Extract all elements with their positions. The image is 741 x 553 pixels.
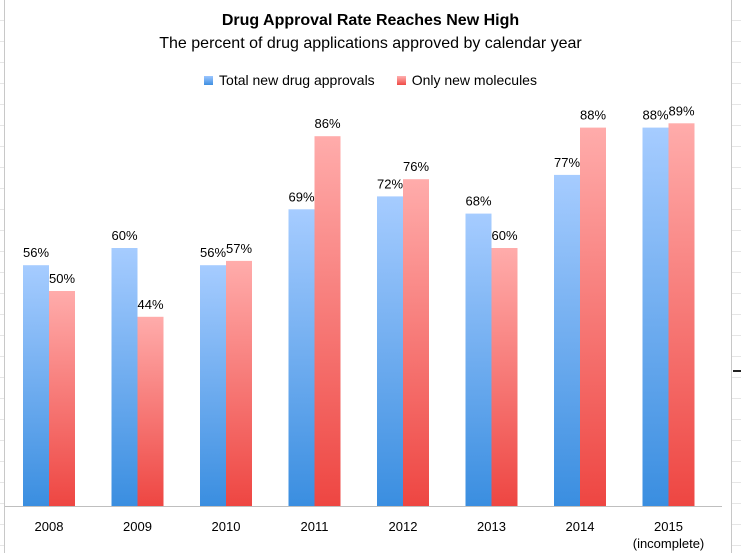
data-label-molecules-2015: 89% [668,103,694,118]
legend-item-total: Total new drug approvals [204,72,375,88]
data-label-total-2012: 72% [377,176,403,191]
data-label-total-2015: 88% [642,108,668,123]
bar-molecules-2009 [137,316,164,506]
x-tick-label-2014: 2014 [566,519,595,534]
data-label-molecules-2009: 44% [137,297,163,312]
bar-total-2009 [111,248,138,506]
legend-label-total: Total new drug approvals [219,72,375,88]
data-label-total-2014: 77% [554,155,580,170]
data-label-molecules-2010: 57% [226,241,252,256]
chart-title: Drug Approval Rate Reaches New High [221,12,520,29]
bar-total-2010 [200,265,226,506]
data-label-molecules-2013: 60% [491,228,517,243]
bar-molecules-2010 [226,260,252,506]
legend-swatch-total [204,75,214,85]
bar-molecules-2014 [580,127,606,506]
data-label-total-2011: 69% [288,189,314,204]
x-tick-label-2012: 2012 [389,519,418,534]
x-tick-sublabel-2015: (incomplete) [633,536,705,551]
data-label-total-2013: 68% [465,194,491,209]
x-tick-label-2010: 2010 [212,519,241,534]
legend-swatch-molecules [396,75,406,85]
data-label-molecules-2012: 76% [403,159,429,174]
bar-total-2013 [465,213,492,506]
data-label-total-2009: 60% [111,228,137,243]
sheet-edge-mark [733,370,741,372]
bar-total-2014 [554,174,580,506]
bar-molecules-2015 [668,123,695,507]
data-label-total-2008: 56% [23,245,49,260]
chart-subtitle: The percent of drug applications approve… [159,35,582,52]
bar-total-2011 [288,209,315,507]
x-tick-label-2015: 2015 [654,519,683,534]
bar-molecules-2013 [491,248,518,506]
chart-legend: Total new drug approvals Only new molecu… [0,72,741,88]
legend-label-molecules: Only new molecules [411,72,537,88]
x-tick-label-2009: 2009 [123,519,152,534]
legend-item-molecules: Only new molecules [396,72,537,88]
x-tick-label-2013: 2013 [477,519,506,534]
bar-total-2012 [377,196,403,506]
x-tick-label-2008: 2008 [35,519,64,534]
x-tick-label-2011: 2011 [301,519,329,534]
bar-total-2008 [23,265,49,506]
bar-molecules-2008 [49,291,75,506]
data-label-total-2010: 56% [200,245,226,260]
bar-molecules-2011 [314,136,341,506]
bar-total-2015 [642,127,669,506]
data-label-molecules-2011: 86% [314,116,340,131]
data-label-molecules-2014: 88% [580,108,606,123]
bar-molecules-2012 [403,179,429,506]
data-label-molecules-2008: 50% [49,271,75,286]
